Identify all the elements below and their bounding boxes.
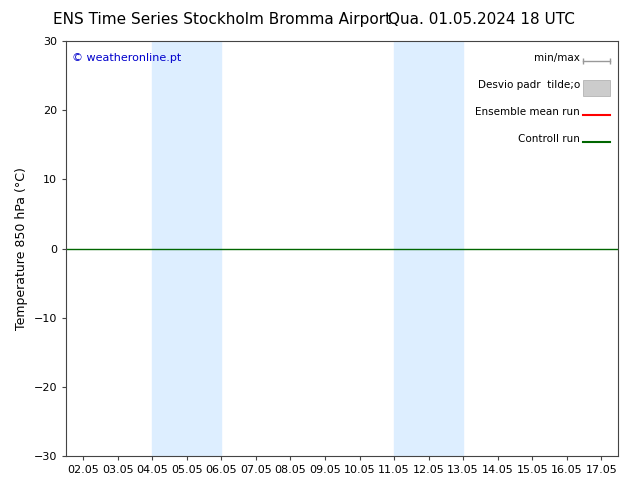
- FancyBboxPatch shape: [583, 80, 610, 96]
- Text: Ensemble mean run: Ensemble mean run: [475, 107, 580, 118]
- Y-axis label: Temperature 850 hPa (°C): Temperature 850 hPa (°C): [15, 167, 28, 330]
- Bar: [394, 41, 463, 456]
- Text: min/max: min/max: [534, 53, 580, 64]
- Bar: [152, 41, 221, 456]
- Text: Desvio padr  tilde;o: Desvio padr tilde;o: [477, 80, 580, 91]
- Text: Qua. 01.05.2024 18 UTC: Qua. 01.05.2024 18 UTC: [389, 12, 575, 27]
- Text: © weatheronline.pt: © weatheronline.pt: [72, 53, 181, 64]
- Text: ENS Time Series Stockholm Bromma Airport: ENS Time Series Stockholm Bromma Airport: [53, 12, 391, 27]
- Text: Controll run: Controll run: [518, 134, 580, 145]
